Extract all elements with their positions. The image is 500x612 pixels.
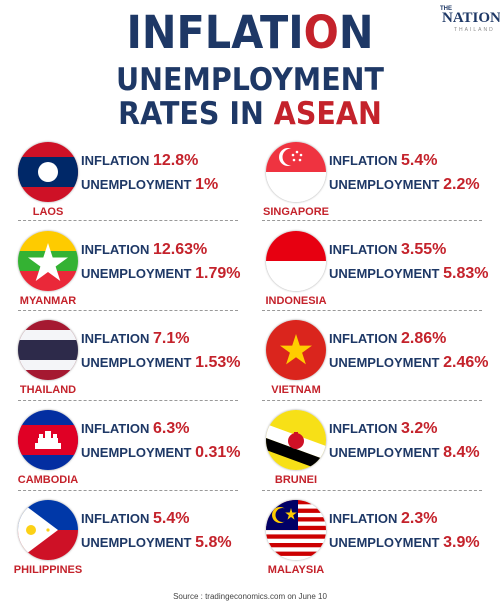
country-card-indonesia: INDONESIA INFLATION 3.55% UNEMPLOYMENT 5… [258,231,498,315]
inflation-value: 3.55% [400,241,447,258]
title-inflation: INFLATION [126,6,374,59]
country-name: VIETNAM [271,384,321,396]
unemployment-value: 5.83% [443,265,489,282]
unemployment-value: 1.53% [195,354,241,371]
title-rates: RATES IN ASEAN [118,96,382,132]
unemployment-line: UNEMPLOYMENT 3.9% [329,534,480,551]
inflation-value: 12.63% [152,241,208,258]
unemployment-line: UNEMPLOYMENT 8.4% [329,444,480,461]
country-name: INDONESIA [265,295,327,307]
country-card-brunei: BRUNEI INFLATION 3.2% UNEMPLOYMENT 8.4% [258,410,498,494]
country-name: MALAYSIA [267,564,325,576]
inflation-line: INFLATION 2.3% [329,510,438,527]
cambodia-flag-icon [18,410,78,470]
unemployment-value: 0.31% [195,444,241,461]
unemployment-value: 5.8% [195,534,232,551]
inflation-line: INFLATION 3.2% [329,420,438,437]
inflation-value: 6.3% [152,420,190,437]
unemployment-line: UNEMPLOYMENT 2.46% [329,354,489,371]
the-nation-logo: THE NATION THAILAND [440,6,500,33]
inflation-line: INFLATION 5.4% [329,152,438,169]
country-name: LAOS [32,206,64,218]
divider [18,220,238,221]
divider [262,220,482,221]
inflation-line: INFLATION 3.55% [329,241,447,258]
unemployment-line: UNEMPLOYMENT 2.2% [329,176,480,193]
title-unemployment: UNEMPLOYMENT [115,62,385,98]
myanmar-flag-icon [18,231,78,291]
indonesia-flag-icon [266,231,326,291]
country-card-cambodia: CAMBODIA INFLATION 6.3% UNEMPLOYMENT 0.3… [10,410,250,494]
inflation-line: INFLATION 12.63% [81,241,208,258]
unemployment-line: UNEMPLOYMENT 5.8% [81,534,232,551]
thailand-flag-icon [18,320,78,380]
unemployment-line: UNEMPLOYMENT 1.79% [81,265,241,282]
divider [262,310,482,311]
divider [18,490,238,491]
inflation-line: INFLATION 5.4% [81,510,190,527]
country-name: BRUNEI [274,474,318,486]
inflation-value: 2.86% [400,330,447,347]
country-card-malaysia: MALAYSIA INFLATION 2.3% UNEMPLOYMENT 3.9… [258,500,498,584]
unemployment-line: UNEMPLOYMENT 0.31% [81,444,241,461]
country-card-singapore: SINGAPORE INFLATION 5.4% UNEMPLOYMENT 2.… [258,142,498,226]
inflation-value: 5.4% [400,152,438,169]
inflation-value: 12.8% [152,152,199,169]
brunei-flag-icon [266,410,326,470]
source-note: Source : tradingeconomics.com on June 10 [173,592,327,601]
inflation-line: INFLATION 6.3% [81,420,190,437]
vietnam-flag-icon [266,320,326,380]
country-card-philippines: PHILIPPINES INFLATION 5.4% UNEMPLOYMENT … [10,500,250,584]
divider [18,310,238,311]
divider [18,400,238,401]
country-card-myanmar: MYANMAR INFLATION 12.63% UNEMPLOYMENT 1.… [10,231,250,315]
malaysia-flag-icon [266,500,326,560]
inflation-value: 7.1% [152,330,190,347]
inflation-value: 5.4% [152,510,190,527]
country-card-laos: LAOS INFLATION 12.8% UNEMPLOYMENT 1% [10,142,250,226]
unemployment-line: UNEMPLOYMENT 1.53% [81,354,241,371]
country-card-thailand: THAILAND INFLATION 7.1% UNEMPLOYMENT 1.5… [10,320,250,404]
unemployment-value: 1.79% [195,265,241,282]
unemployment-value: 1% [195,176,219,193]
country-name: SINGAPORE [262,206,329,218]
country-name: PHILIPPINES [13,564,83,576]
philippines-flag-icon [18,500,78,560]
singapore-flag-icon [266,142,326,202]
inflation-value: 3.2% [400,420,438,437]
country-card-vietnam: VIETNAM INFLATION 2.86% UNEMPLOYMENT 2.4… [258,320,498,404]
unemployment-line: UNEMPLOYMENT 5.83% [329,265,489,282]
unemployment-value: 8.4% [443,444,480,461]
country-name: THAILAND [19,384,77,396]
unemployment-value: 2.2% [443,176,480,193]
inflation-line: INFLATION 7.1% [81,330,190,347]
unemployment-value: 2.46% [443,354,489,371]
country-name: CAMBODIA [17,474,79,486]
inflation-line: INFLATION 2.86% [329,330,447,347]
unemployment-value: 3.9% [443,534,480,551]
divider [262,490,482,491]
divider [262,400,482,401]
unemployment-line: UNEMPLOYMENT 1% [81,176,219,193]
laos-flag-icon [18,142,78,202]
inflation-line: INFLATION 12.8% [81,152,199,169]
inflation-value: 2.3% [400,510,438,527]
country-name: MYANMAR [19,295,77,307]
